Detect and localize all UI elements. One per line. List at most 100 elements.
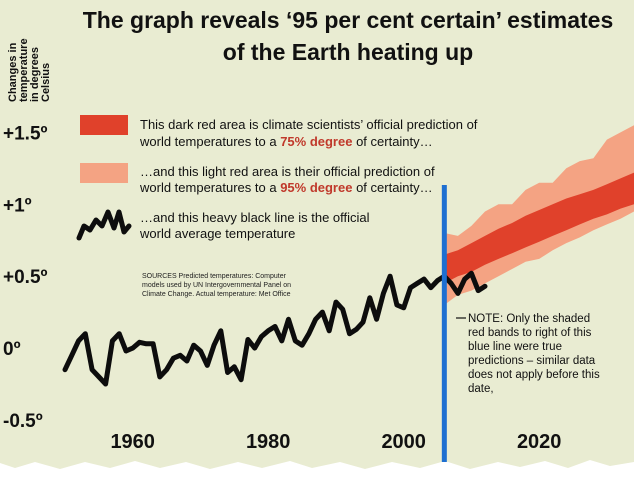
data-point-1958 xyxy=(117,332,121,336)
data-point-1982 xyxy=(280,339,284,343)
data-point-1990 xyxy=(334,300,338,304)
data-point-2003 xyxy=(422,277,426,281)
data-point-1995 xyxy=(368,296,372,300)
data-point-1963 xyxy=(151,342,155,346)
legend-dark-band-line-2a: world temperatures to a xyxy=(139,134,280,149)
data-point-1999 xyxy=(395,303,399,307)
data-point-1992 xyxy=(347,332,352,336)
note-line-4: predictions – similar data xyxy=(468,355,596,367)
data-point-2009 xyxy=(463,277,467,281)
data-point-1962 xyxy=(144,342,148,346)
data-point-1987 xyxy=(314,317,318,321)
legend-dark-band-line-2c: of certainty… xyxy=(352,134,432,149)
data-point-1979 xyxy=(259,335,263,339)
legend-light-band-line-2a: world temperatures to a xyxy=(139,180,280,195)
data-point-2004 xyxy=(429,286,433,290)
data-point-1980 xyxy=(266,329,270,333)
data-point-2000 xyxy=(402,306,406,310)
data-point-1955 xyxy=(97,375,101,379)
data-point-2012 xyxy=(483,284,487,288)
data-point-1978 xyxy=(253,346,257,350)
data-point-1953 xyxy=(83,332,87,336)
note-line-1: NOTE: Only the shaded xyxy=(468,313,590,325)
legend-dark-band-highlight: 75% degree xyxy=(280,134,352,149)
data-point-1951 xyxy=(70,353,74,357)
data-point-1970 xyxy=(198,349,203,353)
chart-title-line-1: The graph reveals ‘95 per cent certain’ … xyxy=(83,7,614,33)
data-point-1972 xyxy=(212,343,216,347)
data-point-2007 xyxy=(449,281,453,285)
data-point-1968 xyxy=(185,359,189,363)
data-point-1986 xyxy=(307,332,311,336)
data-point-1971 xyxy=(205,363,209,367)
legend-black-line-line-2: world average temperature xyxy=(139,226,295,241)
data-point-2008 xyxy=(456,291,460,295)
data-point-1956 xyxy=(104,382,108,386)
data-point-1984 xyxy=(293,339,297,343)
data-point-2005 xyxy=(436,278,440,283)
band-75-percent xyxy=(444,172,634,284)
legend-dark-band-swatch xyxy=(80,115,128,135)
data-point-2011 xyxy=(476,289,480,293)
data-point-1997 xyxy=(381,291,385,295)
legend-dark-band-line-2: world temperatures to a 75% degree of ce… xyxy=(139,134,433,149)
data-point-2001 xyxy=(408,286,413,290)
data-point-1964 xyxy=(158,375,162,379)
legend-light-band-line-2c: of certainty… xyxy=(352,180,432,195)
data-point-1975 xyxy=(232,365,236,369)
y-tick-label-2: +0.5º xyxy=(3,267,48,288)
data-point-1959 xyxy=(124,349,128,353)
data-point-1981 xyxy=(273,324,277,329)
data-point-1976 xyxy=(239,378,243,382)
legend-light-band-line-1: …and this light red area is their offici… xyxy=(140,164,435,179)
data-point-1994 xyxy=(361,320,365,324)
data-point-1957 xyxy=(110,339,114,343)
data-point-2010 xyxy=(469,271,473,275)
data-point-1988 xyxy=(320,310,324,314)
data-point-1977 xyxy=(246,337,250,342)
data-point-1983 xyxy=(286,317,291,321)
x-tick-label-2000: 2000 xyxy=(381,431,426,453)
data-point-1989 xyxy=(327,329,331,333)
data-point-1993 xyxy=(354,327,358,331)
y-tick-label-3: +1º xyxy=(3,195,32,216)
source-line-2: models used by UN Intergovernmental Pane… xyxy=(142,282,291,289)
data-point-1966 xyxy=(171,356,175,360)
y-axis-title-line-4: Celsius xyxy=(40,63,52,102)
y-axis-title-line-1: Changes in xyxy=(7,42,19,102)
x-tick-label-1980: 1980 xyxy=(246,431,291,453)
x-tick-label-1960: 1960 xyxy=(110,431,155,453)
data-point-1961 xyxy=(137,340,142,344)
legend-dark-band-line-1: This dark red area is climate scientists… xyxy=(140,117,478,132)
data-point-1974 xyxy=(226,370,230,375)
data-point-1952 xyxy=(76,339,81,343)
data-point-1950 xyxy=(63,368,67,372)
x-tick-labels: 1960 1980 2000 2020 xyxy=(110,431,561,453)
legend-light-band-line-2: world temperatures to a 95% degree of ce… xyxy=(139,180,433,195)
data-point-1991 xyxy=(341,307,345,311)
legend-light-band-swatch xyxy=(80,163,128,183)
data-point-1954 xyxy=(90,368,94,372)
legend-light-band-highlight: 95% degree xyxy=(280,180,352,195)
data-point-1985 xyxy=(300,343,304,347)
y-axis-title: Changes in temperature in degrees Celsiu… xyxy=(7,38,52,102)
note-line-6: date, xyxy=(468,383,494,395)
source-line-3: Climate Change. Actual temperature: Met … xyxy=(142,291,291,298)
y-tick-label-0: -0.5º xyxy=(3,411,43,432)
y-tick-labels: -0.5º 0º +0.5º +1º +1.5º xyxy=(3,123,48,432)
note-line-5: does not apply before this xyxy=(468,369,600,381)
x-tick-label-2020: 2020 xyxy=(517,431,562,453)
data-point-1973 xyxy=(219,329,223,333)
data-point-1998 xyxy=(388,274,392,278)
observed-series xyxy=(62,270,488,387)
data-point-1960 xyxy=(131,346,135,350)
note-line-2: red bands to right of this xyxy=(468,327,592,339)
y-axis-title-line-2: temperature xyxy=(18,38,30,102)
prediction-bands xyxy=(444,125,634,305)
data-point-2002 xyxy=(415,281,419,285)
legend-black-line-line-1: …and this heavy black line is the offici… xyxy=(140,210,370,225)
legend-black-line-sample xyxy=(76,209,132,241)
chart-title-line-2: of the Earth heating up xyxy=(223,39,473,65)
data-point-1965 xyxy=(165,368,169,372)
